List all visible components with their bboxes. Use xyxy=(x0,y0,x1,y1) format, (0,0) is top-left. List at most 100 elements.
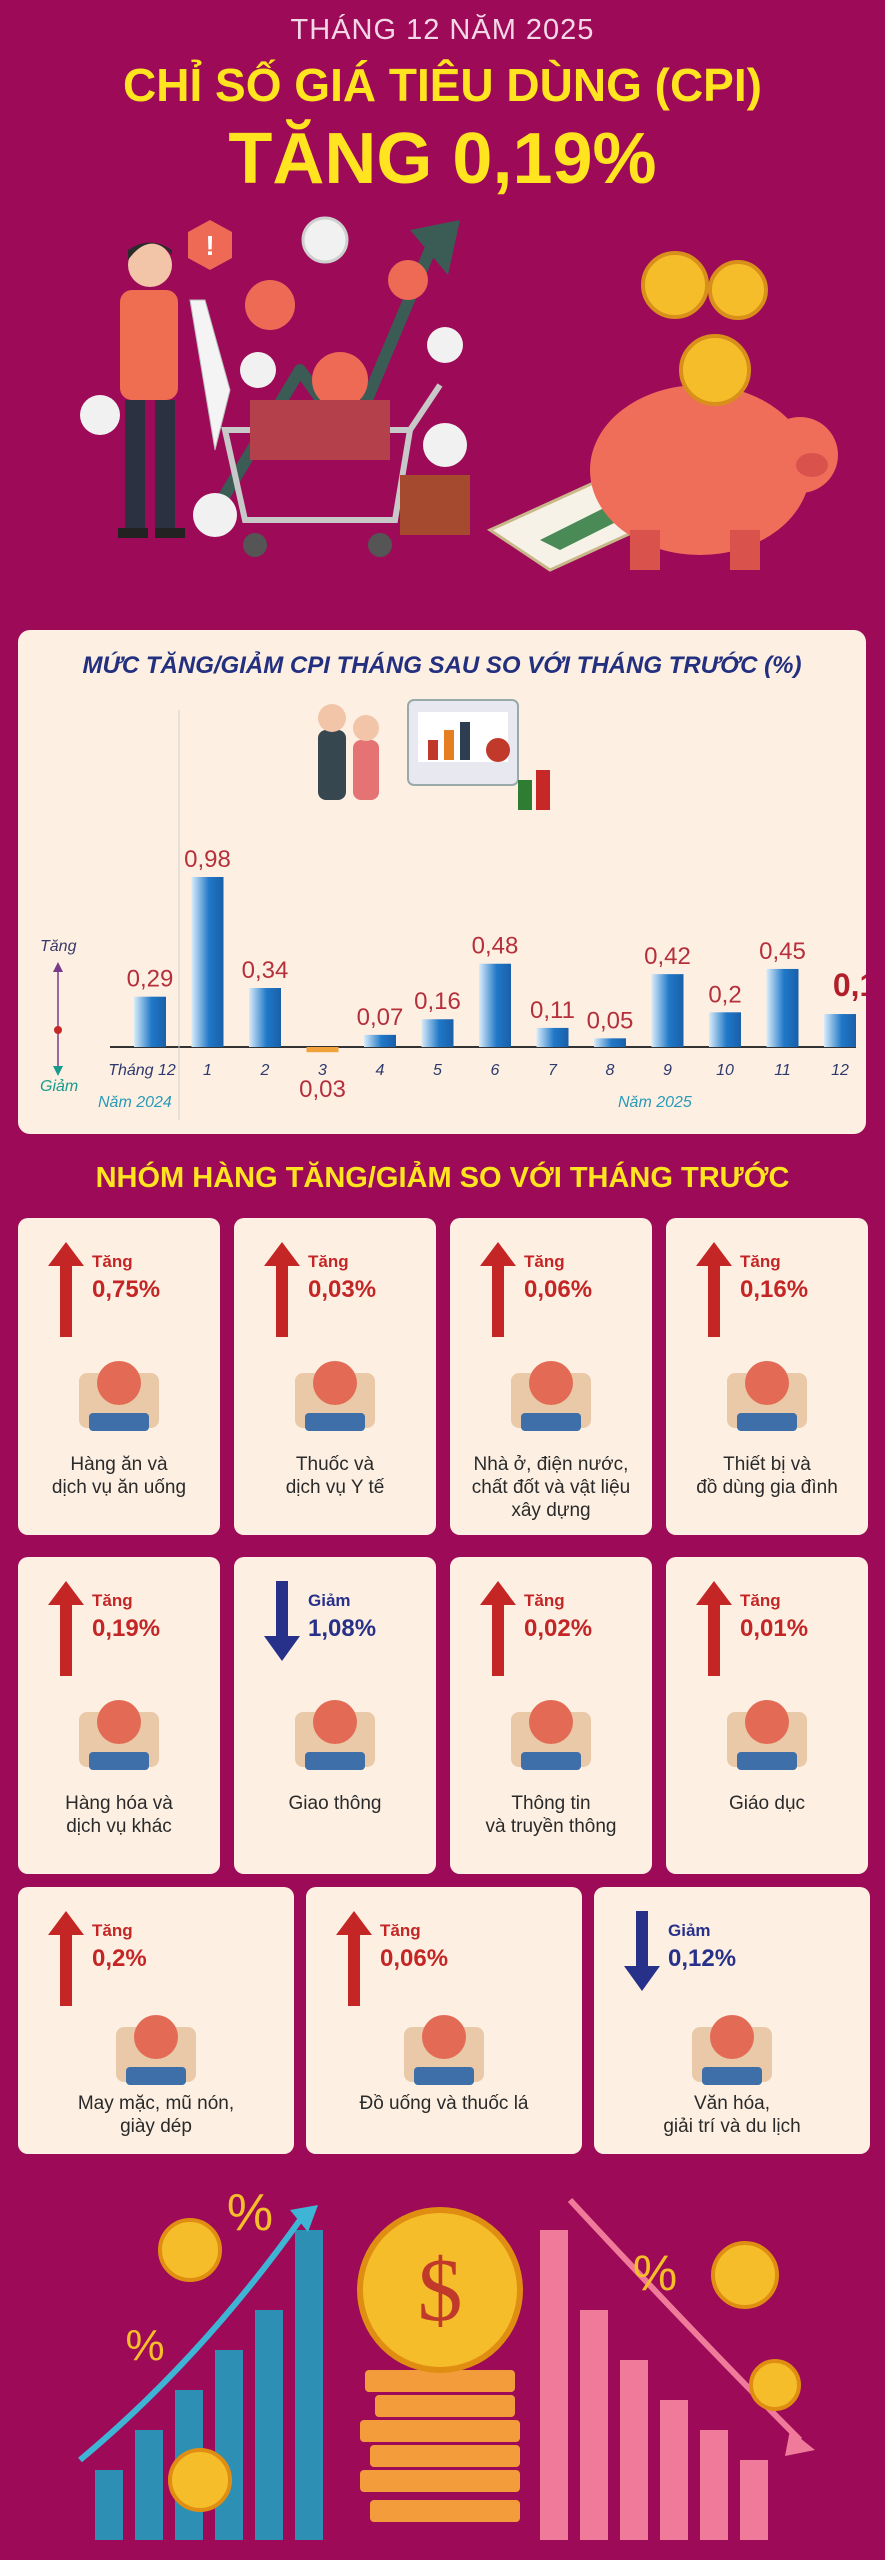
legend-zero-dot xyxy=(54,1026,62,1034)
change-value: 0,12% xyxy=(668,1945,737,1972)
x-tick-label: 11 xyxy=(774,1062,791,1079)
group-card: Tăng 0,02% Thông tin và truyền thông xyxy=(450,1557,652,1874)
bar-month-9 xyxy=(651,974,684,1047)
group-card: Giảm 1,08% Giao thông xyxy=(234,1557,436,1874)
analyst-illustration xyxy=(318,699,550,810)
group-label: Văn hóa, giải trí và du lịch xyxy=(663,2093,801,2137)
group-label: Thuốc và dịch vụ Y tế xyxy=(285,1454,385,1498)
direction-label: Tăng xyxy=(92,1921,133,1940)
restaurant-dining-icon xyxy=(79,1361,159,1431)
bar-month-10 xyxy=(709,1012,741,1047)
x-tick-label: 1 xyxy=(203,1062,212,1079)
group-card: Giảm 0,12% Văn hóa, giải trí và du lịch xyxy=(594,1887,870,2154)
change-value: 0,2% xyxy=(92,1945,147,1972)
bar-month-8 xyxy=(594,1038,626,1047)
up-arrow-icon xyxy=(696,1242,732,1337)
traffic-light-icon xyxy=(295,1700,375,1770)
bar-month-7 xyxy=(536,1027,569,1047)
coin-icons xyxy=(80,216,467,537)
year-2025-label: Năm 2025 xyxy=(618,1094,692,1111)
monthly-cpi-panel: MỨC TĂNG/GIẢM CPI THÁNG SAU SO VỚI THÁNG… xyxy=(18,630,866,1134)
hero-illustration: ! xyxy=(80,216,838,572)
change-value: 0,19% xyxy=(92,1615,161,1642)
telecom-tower-icon xyxy=(511,1700,591,1770)
bar-month-5 xyxy=(421,1019,454,1047)
direction-label: Tăng xyxy=(524,1591,565,1610)
house-icon xyxy=(511,1361,591,1431)
group-label: Giao thông xyxy=(288,1793,382,1814)
medicine-icon xyxy=(295,1361,375,1431)
legend-down-arrow xyxy=(53,1066,63,1076)
x-tick-label: 6 xyxy=(491,1062,500,1079)
direction-label: Tăng xyxy=(308,1252,349,1271)
group-card: Tăng 0,75% Hàng ăn và dịch vụ ăn uống xyxy=(18,1218,220,1535)
direction-label: Tăng xyxy=(740,1252,781,1271)
group-label: Hàng hóa và dịch vụ khác xyxy=(65,1793,173,1837)
group-card: Tăng 0,06% Đồ uống và thuốc lá xyxy=(306,1887,582,2154)
bar-month-1 xyxy=(191,877,224,1047)
report-title: CHỈ SỐ GIÁ TIÊU DÙNG (CPI) xyxy=(123,59,762,111)
home-appliance-icon xyxy=(727,1361,807,1431)
percent-symbol-left-2: % xyxy=(125,2321,164,2370)
value-label: 0,05 xyxy=(587,1007,634,1034)
bar-month-2 xyxy=(249,988,281,1047)
bar-month-4 xyxy=(364,1034,396,1047)
up-arrow-icon xyxy=(48,1581,84,1676)
bar-month-6 xyxy=(479,963,511,1047)
legend-down-label: Giảm xyxy=(40,1078,79,1095)
change-value: 1,08% xyxy=(308,1615,377,1642)
value-label: 0,29 xyxy=(127,966,174,993)
value-label: 0,34 xyxy=(242,957,289,984)
group-label: May mặc, mũ nón, giày dép xyxy=(77,2093,235,2137)
svg-text:$: $ xyxy=(418,2241,463,2340)
group-label: Hàng ăn và dịch vụ ăn uống xyxy=(51,1454,187,1498)
down-arrow-icon xyxy=(624,1911,660,1991)
svg-text:!: ! xyxy=(205,230,214,261)
rising-bars xyxy=(78,2205,323,2540)
value-label: 0,98 xyxy=(184,846,231,873)
direction-label: Tăng xyxy=(380,1921,421,1940)
group-label: Thiết bị và đồ dùng gia đình xyxy=(696,1454,838,1498)
worried-shopper-figure xyxy=(118,242,231,538)
legend-up-label: Tăng xyxy=(40,938,77,955)
x-tick-label: 4 xyxy=(376,1062,385,1079)
change-value: 0,06% xyxy=(524,1276,593,1303)
chart-title: MỨC TĂNG/GIẢM CPI THÁNG SAU SO VỚI THÁNG… xyxy=(82,652,802,679)
alert-icon: ! xyxy=(188,220,232,270)
headline-cpi: TĂNG 0,19% xyxy=(228,119,657,199)
direction-label: Giảm xyxy=(668,1921,711,1940)
up-arrow-icon xyxy=(696,1581,732,1676)
groups-title: NHÓM HÀNG TĂNG/GIẢM SO VỚI THÁNG TRƯỚC xyxy=(95,1162,790,1194)
percent-symbol-right: % xyxy=(633,2245,677,2301)
coin-stack-icon: $ xyxy=(357,2207,523,2522)
bar-month-12 xyxy=(824,1014,856,1047)
legend-up-arrow xyxy=(53,962,63,972)
footer-illustration: $ % % % xyxy=(78,2184,815,2540)
culture-travel-icon xyxy=(692,2015,772,2085)
piggy-bank-icon xyxy=(590,385,838,570)
change-value: 0,01% xyxy=(740,1615,809,1642)
value-label: 0,11 xyxy=(530,997,575,1024)
value-label: 0,03 xyxy=(299,1076,346,1103)
cigarette-pack-icon xyxy=(404,2015,484,2085)
value-label: 0,45 xyxy=(759,938,806,965)
direction-label: Tăng xyxy=(740,1591,781,1610)
x-tick-label: 12 xyxy=(831,1062,849,1079)
change-value: 0,02% xyxy=(524,1615,593,1642)
x-tick-label: 5 xyxy=(433,1062,442,1079)
direction-label: Tăng xyxy=(92,1591,133,1610)
change-value: 0,16% xyxy=(740,1276,809,1303)
direction-label: Tăng xyxy=(524,1252,565,1271)
gold-coin-icons xyxy=(641,251,768,406)
x-tick-label: 10 xyxy=(716,1062,734,1079)
up-arrow-icon xyxy=(264,1242,300,1337)
bar-month-11 xyxy=(766,968,799,1047)
x-tick-label: 3 xyxy=(318,1062,327,1079)
change-value: 0,03% xyxy=(308,1276,377,1303)
up-arrow-icon xyxy=(48,1911,84,2006)
value-label: 0,16 xyxy=(414,988,461,1015)
bar-dec-2024 xyxy=(134,996,166,1047)
up-arrow-icon xyxy=(480,1242,516,1337)
up-arrow-icon xyxy=(336,1911,372,2006)
